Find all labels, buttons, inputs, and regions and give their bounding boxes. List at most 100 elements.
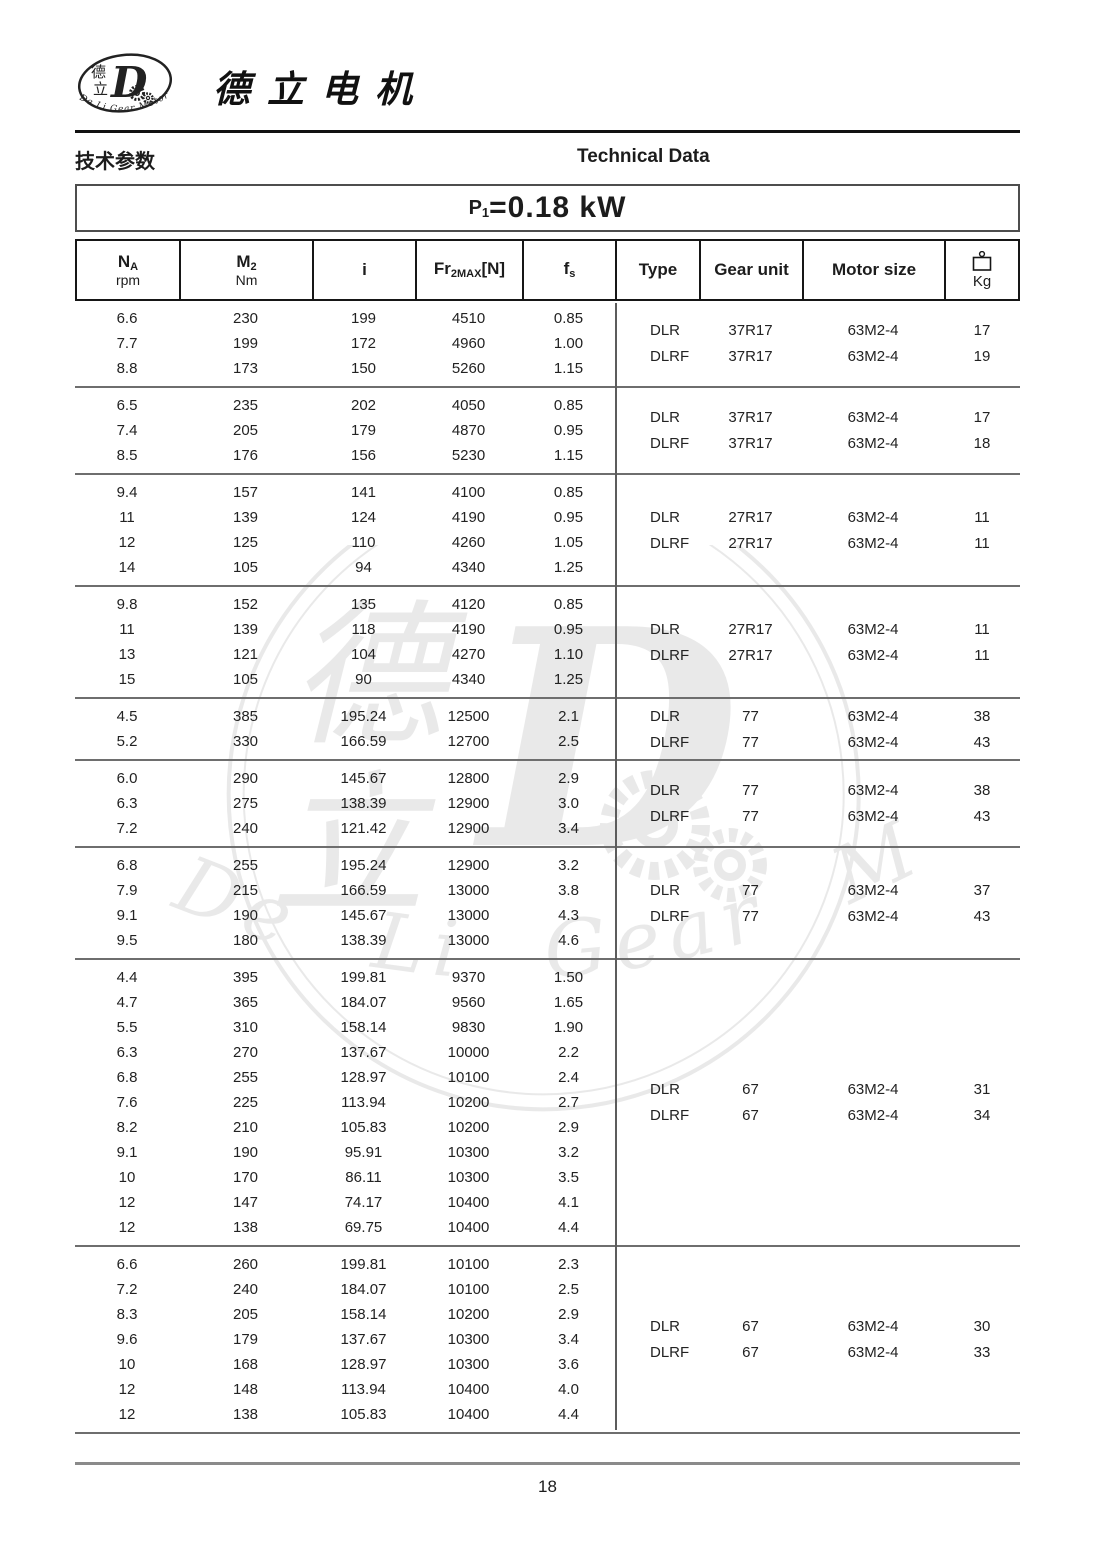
- cell-na: 5.2: [116, 733, 138, 750]
- cell-type: DLRF: [650, 534, 690, 552]
- cell-m2: 121: [232, 646, 259, 663]
- col-header-i: i: [314, 241, 417, 299]
- cell-kg: 11: [974, 646, 990, 664]
- cell-m2: 365: [232, 994, 259, 1011]
- cell-na: 12: [118, 534, 136, 551]
- table-row: 9.4 157 141 4100 0.85: [75, 480, 1020, 505]
- cell-fs: 0.85: [553, 596, 584, 613]
- cell-m2: 173: [232, 360, 259, 377]
- cell-m2: 139: [232, 509, 259, 526]
- cell-m2: 240: [232, 820, 259, 837]
- summary-row: DLRF 27R17 63M2-4 11: [615, 642, 1020, 668]
- table-group: 4.5 385 195.24 12500 2.1 5.2 330 166.59 12700 2.5…: [75, 699, 1020, 761]
- table-row: 9.8 152 135 4120 0.85: [75, 592, 1020, 617]
- cell-fr: 9560: [451, 994, 486, 1011]
- cell-gear: 27R17: [728, 508, 773, 526]
- cell-fr: 10100: [447, 1256, 490, 1273]
- cell-fs: 0.95: [553, 509, 584, 526]
- cell-fs: 2.5: [558, 733, 579, 750]
- cell-i: 105.83: [340, 1406, 387, 1423]
- table-row: 5.2 330 166.59 12700 2.5: [75, 729, 1020, 754]
- cell-fr: 12800: [447, 770, 490, 787]
- cell-i: 145.67: [340, 907, 387, 924]
- cell-m2: 385: [232, 708, 259, 725]
- cell-fr: 10100: [447, 1281, 490, 1298]
- cell-i: 69.75: [344, 1219, 383, 1236]
- logo-cn-bottom: 立: [93, 80, 108, 98]
- cell-m2: 105: [232, 671, 259, 688]
- cell-i: 184.07: [340, 994, 387, 1011]
- table-row: 8.3 205 158.14 10200 2.9: [75, 1302, 1020, 1327]
- cell-kg: 33: [973, 1344, 991, 1361]
- cell-fr: 13000: [447, 907, 490, 924]
- cell-na: 8.2: [116, 1119, 138, 1136]
- cell-na: 10: [118, 1356, 136, 1373]
- cell-fr: 4190: [451, 621, 486, 638]
- cell-kg: 17: [973, 322, 991, 339]
- table-row: 12 138 69.75 10400 4.4: [75, 1215, 1020, 1240]
- cell-fr: 13000: [447, 932, 490, 949]
- cell-i: 90: [355, 671, 372, 688]
- cell-kg: 17: [973, 409, 991, 426]
- summary-row: DLR 67 63M2-4 31: [615, 1077, 1020, 1103]
- table-row: 9.5 180 138.39 13000 4.6: [75, 928, 1020, 953]
- cell-gear: 67: [742, 1344, 759, 1361]
- summary-row: DLR 37R17 63M2-4 17: [615, 405, 1020, 431]
- power-rating-box: P 1 =0.18 kW: [75, 184, 1020, 232]
- table-group: 9.4 157 141 4100 0.85 11 139 124 4190 0.95 12 125 11…: [75, 475, 1020, 587]
- cell-gear: 77: [742, 881, 759, 899]
- cell-m2: 179: [232, 1331, 259, 1348]
- summary-row: DLRF 67 63M2-4 33: [615, 1340, 1020, 1366]
- power-subscript: 1: [481, 204, 490, 220]
- summary-row: DLR 27R17 63M2-4 11: [615, 616, 1020, 642]
- cell-fr: 10000: [447, 1044, 490, 1061]
- cell-motor: 63M2-4: [847, 1081, 899, 1098]
- motor-summary: DLR 27R17 63M2-4 11 DLRF 27R17 63M2-4 11: [615, 616, 1020, 668]
- cell-m2: 138: [232, 1219, 259, 1236]
- cell-m2: 260: [232, 1256, 259, 1273]
- cell-i: 179: [350, 422, 377, 439]
- motor-summary: DLR 27R17 63M2-4 11 DLRF 27R17 63M2-4 11: [615, 504, 1020, 556]
- summary-row: DLRF 77 63M2-4 43: [615, 729, 1020, 755]
- col-header-fs: fs: [524, 241, 617, 299]
- cell-fs: 1.90: [553, 1019, 584, 1036]
- cell-kg: 38: [973, 782, 991, 799]
- cell-fr: 4340: [451, 559, 486, 576]
- cell-fr: 5260: [451, 360, 486, 377]
- cell-fs: 4.4: [558, 1406, 579, 1423]
- table-row: 5.5 310 158.14 9830 1.90: [75, 1015, 1020, 1040]
- cell-fs: 2.9: [558, 1119, 579, 1136]
- cell-i: 199.81: [340, 969, 387, 986]
- cell-type: DLRF: [650, 1107, 690, 1124]
- cell-fs: 0.85: [553, 484, 584, 501]
- cell-motor: 63M2-4: [847, 620, 899, 638]
- cell-na: 6.6: [116, 1256, 138, 1273]
- cell-motor: 63M2-4: [847, 707, 899, 725]
- cell-fr: 12900: [447, 820, 490, 837]
- cell-motor: 63M2-4: [847, 1318, 899, 1335]
- summary-row: DLR 77 63M2-4 38: [615, 703, 1020, 729]
- cell-na: 7.9: [116, 882, 138, 899]
- cell-fr: 10100: [447, 1069, 490, 1086]
- table-row: 10 170 86.11 10300 3.5: [75, 1165, 1020, 1190]
- cell-type: DLR: [650, 881, 681, 899]
- col-header-na: NA rpm: [77, 241, 181, 299]
- table-group: 9.8 152 135 4120 0.85 11 139 118 4190 0.95 13 121 10…: [75, 587, 1020, 699]
- m2-unit: Nm: [235, 271, 258, 288]
- cell-fr: 4270: [451, 646, 486, 663]
- cell-m2: 168: [232, 1356, 259, 1373]
- table-row: 12 148 113.94 10400 4.0: [75, 1377, 1020, 1402]
- cell-fs: 1.65: [553, 994, 584, 1011]
- cell-fr: 10300: [447, 1169, 490, 1186]
- cell-gear: 77: [742, 782, 759, 799]
- gear-label: Gear unit: [714, 260, 789, 279]
- cell-motor: 63M2-4: [847, 1344, 899, 1361]
- cell-i: 166.59: [340, 733, 387, 750]
- cell-kg: 11: [974, 508, 990, 526]
- cell-na: 12: [118, 1381, 136, 1398]
- cell-kg: 11: [974, 620, 990, 638]
- cell-m2: 147: [232, 1194, 259, 1211]
- summary-row: DLRF 77 63M2-4 43: [615, 804, 1020, 830]
- table-row: 15 105 90 4340 1.25: [75, 667, 1020, 692]
- cell-na: 9.6: [116, 1331, 138, 1348]
